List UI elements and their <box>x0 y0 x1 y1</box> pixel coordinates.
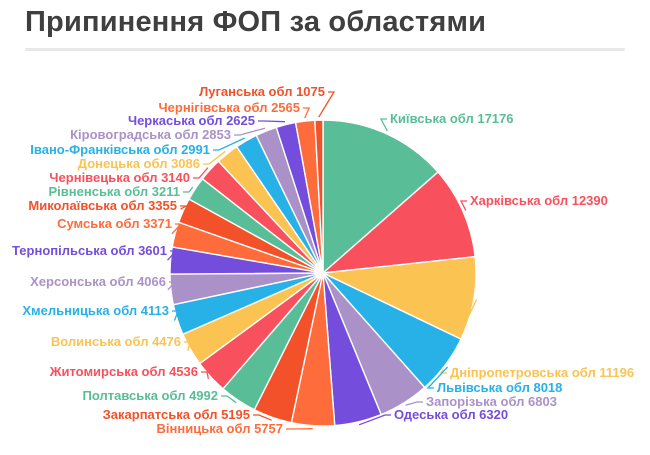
slice-label: Запорізька обл 6803 <box>426 394 557 409</box>
chart-title: Припинення ФОП за областями <box>25 6 487 38</box>
pie-slice[interactable] <box>322 119 439 274</box>
leader-line <box>201 371 210 380</box>
pie-slice[interactable] <box>322 171 476 274</box>
leader-line <box>426 366 449 389</box>
slice-label: Івано-Франківська обл 2991 <box>30 142 210 157</box>
slice-label: Донецька обл 3086 <box>77 156 200 171</box>
leader-line <box>234 127 266 136</box>
slice-label: Львівська обл 8018 <box>437 380 563 395</box>
slice-label: Хмельницька обл 4113 <box>22 303 169 318</box>
slice-label: Луганська обл 1075 <box>199 84 325 99</box>
slice-label: Рівненська обл 3211 <box>48 184 181 199</box>
slice-label: Черкаська обл 2625 <box>127 113 255 128</box>
leader-line <box>318 91 336 118</box>
leader-line <box>439 299 478 374</box>
slice-label: Сумська обл 3371 <box>57 216 172 231</box>
leader-line <box>221 395 237 404</box>
slice-label: Миколаївська обл 3355 <box>28 198 177 213</box>
leader-line <box>172 310 179 321</box>
leader-line <box>184 341 191 352</box>
leader-line <box>183 186 194 193</box>
leader-line <box>171 223 183 235</box>
slice-label: Київська обл 17176 <box>390 111 514 126</box>
leader-line <box>193 167 209 179</box>
slice-label: Кіровоградська обл 2853 <box>70 127 231 142</box>
slice-label: Чернівецька обл 3140 <box>49 170 190 185</box>
leader-line <box>180 205 189 210</box>
title-divider <box>25 48 625 51</box>
slice-label: Одеська обл 6320 <box>394 407 509 422</box>
leader-line <box>203 150 226 165</box>
slice-label: Полтавська обл 4992 <box>82 388 219 403</box>
leader-line <box>358 414 391 426</box>
slice-label: Харківська обл 12390 <box>470 193 608 208</box>
leader-line <box>213 137 245 151</box>
slice-label: Дніпропетровська обл 11196 <box>450 365 635 380</box>
leader-line <box>303 107 310 119</box>
slice-label: Тернопільська обл 3601 <box>12 243 167 258</box>
pie-slice[interactable] <box>314 119 324 274</box>
leader-line <box>167 250 178 261</box>
slice-label: Вінницька обл 5757 <box>156 421 283 436</box>
slice-label: Закарпатська обл 5195 <box>102 407 250 422</box>
leader-line <box>405 401 423 406</box>
leader-line <box>253 414 272 421</box>
leader-line <box>258 120 286 123</box>
slice-label: Житомирська обл 4536 <box>49 364 198 379</box>
slice-label: Чернігівська обл 2565 <box>158 100 300 115</box>
leader-line <box>459 200 467 211</box>
slice-label: Херсонська обл 4066 <box>30 274 166 289</box>
leader-line <box>167 281 177 291</box>
slice-label: Волинська обл 4476 <box>50 334 181 349</box>
leader-line <box>379 118 388 132</box>
pie-slice[interactable] <box>322 255 477 340</box>
